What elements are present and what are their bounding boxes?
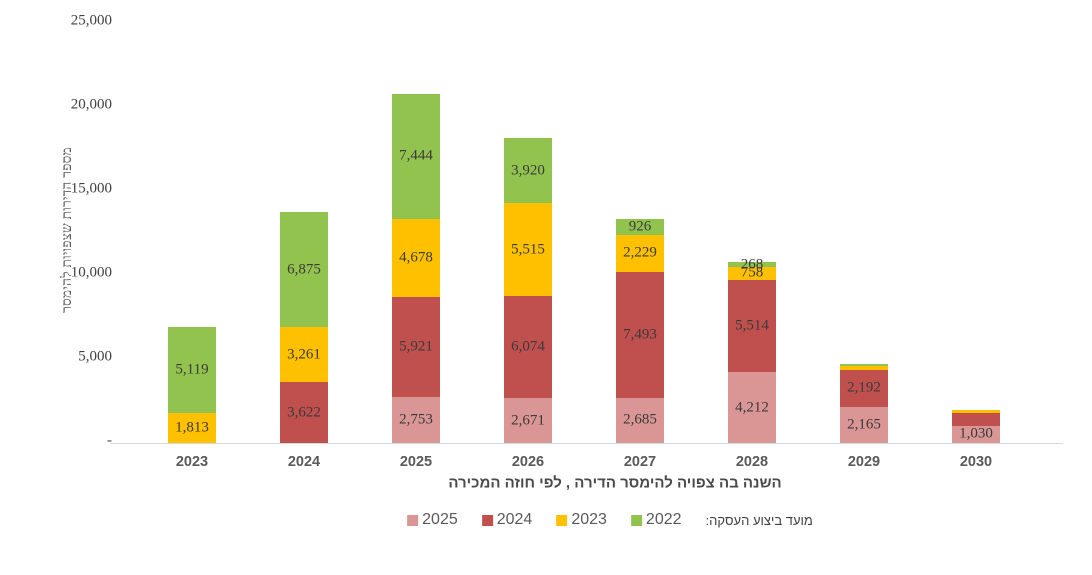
bar-segment-label: 6,074	[511, 338, 545, 355]
bar-segment-2022-2028	[728, 262, 776, 267]
bar-segment-2025-2029	[840, 406, 888, 443]
bar-segment-label: 2,753	[399, 411, 433, 428]
bar-segment-2022-2026	[504, 137, 552, 204]
legend-item-2023: 2023	[556, 512, 607, 528]
bar-segment-2024-2027	[616, 272, 664, 398]
bar-segment-2023-2029	[840, 365, 888, 370]
y-tick-label: 20,000	[70, 96, 112, 113]
bar-segment-label: 2,229	[623, 244, 657, 261]
legend-swatch-icon	[407, 514, 419, 526]
legend-swatch-icon	[630, 514, 642, 526]
y-tick-label: 10,000	[70, 264, 112, 281]
x-axis-line	[110, 443, 1063, 444]
legend-label: 2024	[496, 511, 533, 528]
bar-segment-label: 1,030	[959, 425, 993, 442]
y-tick-label: 15,000	[70, 180, 112, 197]
y-tick-label: 25,000	[70, 12, 112, 29]
y-tick-label: 5,000	[78, 348, 112, 365]
bar-segment-label: 3,622	[287, 404, 321, 421]
bar-segment-label: 2,685	[623, 411, 657, 428]
bar-segment-label: 2,671	[511, 412, 545, 429]
bar-segment-2022-2023	[168, 326, 216, 413]
x-category-label-2029: 2029	[847, 453, 881, 470]
x-category-label-2025: 2025	[399, 453, 433, 470]
legend-label: 2022	[645, 511, 682, 528]
bar-segment-label: 3,261	[287, 346, 321, 363]
bar-segment-2025-2026	[504, 398, 552, 443]
bar-segment-label: 3,920	[511, 162, 545, 178]
legend-label: 2023	[571, 511, 607, 528]
x-category-label-2024: 2024	[287, 453, 321, 470]
bar-segment-label: 758	[740, 264, 764, 281]
bar-segment-label: 4,678	[399, 249, 433, 266]
legend-label: 2025	[422, 511, 458, 528]
x-category-label-2027: 2027	[623, 453, 657, 470]
y-axis-title: מספר הדירות שצפויות להימסר	[59, 147, 74, 313]
bar-segment-2025-2030	[952, 425, 1000, 443]
legend: 2025 2024 2023 2022 מועד ביצוע העסקה:	[407, 512, 813, 528]
bar-segment-2023-2028	[728, 266, 776, 280]
bar-segment-2023-2030	[952, 410, 1000, 413]
bar-segment-2022-2024	[280, 211, 328, 328]
bar-segment-2025-2028	[728, 372, 776, 443]
bar-segment-2023-2026	[504, 203, 552, 297]
bar-segment-label: 5,514	[735, 317, 769, 334]
bar-segment-label: 4,212	[735, 399, 769, 416]
legend-swatch-icon	[556, 514, 568, 526]
bar-segment-2025-2027	[616, 397, 664, 443]
bar-segment-2023-2024	[280, 327, 328, 383]
bar-segment-label: 5,515	[511, 241, 545, 258]
legend-swatch-icon	[481, 514, 493, 526]
legend-item-2024: 2024	[481, 511, 533, 528]
x-category-label-2026: 2026	[511, 453, 545, 470]
bar-segment-2024-2025	[392, 297, 440, 397]
bar-segment-label: 926	[628, 218, 652, 235]
bar-segment-label: 5,119	[175, 361, 209, 378]
bar-segment-2023-2025	[392, 218, 440, 298]
bar-segment-label: 7,493	[623, 326, 657, 343]
bar-segment-2022-2029	[840, 364, 888, 366]
bar-segment-2024-2029	[840, 369, 888, 407]
bar-segment-2023-2023	[168, 412, 216, 443]
bar-segment-2024-2026	[504, 296, 552, 399]
bar-segment-2022-2027	[616, 219, 664, 235]
legend-title: מועד ביצוע העסקה:	[705, 512, 813, 528]
x-category-label-2023: 2023	[175, 453, 209, 470]
bar-segment-label: 2,165	[847, 416, 881, 433]
bar-segment-2023-2027	[616, 234, 664, 272]
bar-segment-2025-2025	[392, 396, 440, 443]
x-axis-title: השנה בה צפויה להימסר הדירה , לפי חוזה המ…	[448, 474, 782, 492]
bar-segment-label: 268	[740, 256, 764, 273]
y-tick-label: -	[107, 432, 112, 449]
legend-item-2025: 2025	[407, 512, 458, 528]
bar-segment-2022-2025	[392, 93, 440, 219]
bar-segment-label: 7,444	[399, 147, 433, 164]
bar-segment-2024-2030	[952, 412, 1000, 426]
bar-segment-label: 2,192	[847, 379, 881, 396]
bar-segment-2024-2024	[280, 382, 328, 443]
x-category-label-2030: 2030	[959, 453, 993, 470]
bar-segment-2024-2028	[728, 279, 776, 373]
legend-item-2022: 2022	[630, 511, 682, 528]
bar-segment-label: 1,813	[175, 419, 209, 436]
x-category-label-2028: 2028	[735, 453, 769, 470]
bar-segment-label: 5,921	[399, 338, 433, 355]
bar-segment-label: 6,875	[287, 261, 321, 278]
